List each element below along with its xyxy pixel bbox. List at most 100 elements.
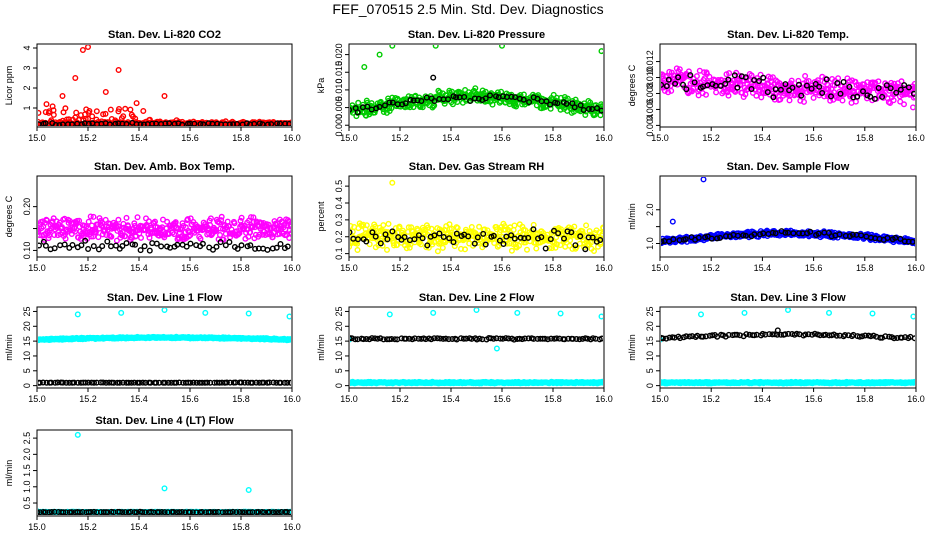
data-point — [756, 77, 763, 84]
data-point — [445, 336, 452, 343]
y-tick-label: 0.004 — [645, 114, 655, 137]
data-point — [862, 332, 869, 339]
data-point — [287, 221, 291, 228]
data-point — [577, 233, 584, 240]
data-point — [42, 242, 49, 249]
data-point — [260, 379, 267, 386]
data-point — [496, 237, 503, 244]
data-point — [139, 379, 146, 386]
series-2 — [350, 74, 603, 116]
data-point — [548, 335, 555, 342]
data-point — [184, 216, 191, 223]
data-point — [557, 242, 564, 249]
x-tick-label: 16.0 — [907, 394, 925, 404]
data-point — [369, 229, 376, 236]
data-point — [281, 379, 288, 386]
series-2 — [38, 237, 291, 254]
x-tick-label: 16.0 — [283, 133, 301, 143]
data-point — [97, 379, 104, 386]
data-point — [115, 216, 122, 223]
data-point — [376, 51, 383, 58]
data-point — [912, 238, 915, 245]
data-point — [812, 80, 819, 87]
data-point — [816, 83, 823, 90]
data-point — [852, 78, 859, 85]
data-point — [59, 92, 66, 99]
x-tick-label: 15.0 — [28, 263, 46, 273]
x-tick-label: 15.6 — [493, 133, 511, 143]
x-tick-label: 15.8 — [232, 394, 250, 404]
data-point — [226, 121, 233, 126]
data-point — [59, 379, 66, 386]
data-point — [87, 213, 94, 220]
data-point — [582, 111, 589, 118]
data-point — [594, 105, 601, 112]
data-point — [708, 235, 715, 242]
data-point — [268, 121, 275, 126]
data-point — [731, 72, 738, 79]
x-tick-label: 15.6 — [805, 263, 823, 273]
data-point — [363, 336, 370, 343]
data-point — [354, 246, 361, 253]
y-tick-label: 0.006 — [645, 98, 655, 121]
data-point — [561, 336, 568, 343]
data-point — [360, 221, 367, 228]
series-1 — [38, 213, 291, 244]
data-point — [161, 379, 168, 386]
data-point — [247, 214, 254, 221]
data-point — [748, 72, 755, 79]
data-point — [743, 331, 750, 338]
data-point — [59, 224, 66, 231]
data-point — [428, 336, 435, 343]
data-point — [171, 231, 178, 238]
points-layer — [661, 308, 915, 387]
data-point — [171, 120, 178, 126]
data-point — [256, 120, 263, 126]
y-tick-label: 2.0 — [22, 448, 32, 461]
data-point — [213, 243, 220, 250]
data-point — [93, 108, 100, 115]
data-point — [402, 100, 409, 107]
data-point — [399, 227, 406, 234]
series-2 — [661, 228, 915, 245]
data-point — [40, 379, 47, 386]
y-axis-label: ml/min — [316, 334, 326, 361]
data-point — [76, 217, 83, 224]
data-point — [463, 335, 470, 342]
data-point — [572, 96, 579, 103]
data-point — [102, 110, 109, 117]
data-point — [898, 78, 905, 85]
data-point — [238, 379, 245, 386]
plot-frame — [659, 306, 917, 389]
data-point — [870, 332, 877, 339]
y-tick-label: 1.0 — [22, 481, 32, 494]
data-point — [600, 379, 603, 386]
data-point — [471, 240, 478, 247]
data-point — [137, 247, 144, 254]
data-point — [742, 232, 749, 239]
data-point — [694, 79, 701, 86]
data-point — [56, 219, 63, 226]
data-point — [385, 220, 392, 227]
data-point — [788, 77, 795, 84]
data-point — [511, 336, 518, 343]
data-point — [519, 223, 526, 230]
data-point — [380, 222, 387, 229]
data-point — [490, 335, 497, 342]
data-point — [911, 80, 915, 87]
data-point — [476, 335, 483, 342]
series-2 — [350, 226, 603, 253]
data-point — [231, 220, 238, 227]
data-point — [722, 80, 729, 87]
x-tick-label: 15.0 — [340, 394, 358, 404]
data-point — [589, 234, 596, 241]
data-point — [162, 120, 169, 126]
data-point — [363, 222, 370, 229]
data-point — [808, 85, 815, 92]
data-point — [741, 309, 748, 316]
panel-title: Stan. Dev. Li-820 CO2 — [108, 29, 221, 41]
panel-title: Stan. Dev. Line 4 (LT) Flow — [95, 415, 234, 427]
data-point — [120, 113, 127, 120]
data-point — [418, 97, 425, 104]
